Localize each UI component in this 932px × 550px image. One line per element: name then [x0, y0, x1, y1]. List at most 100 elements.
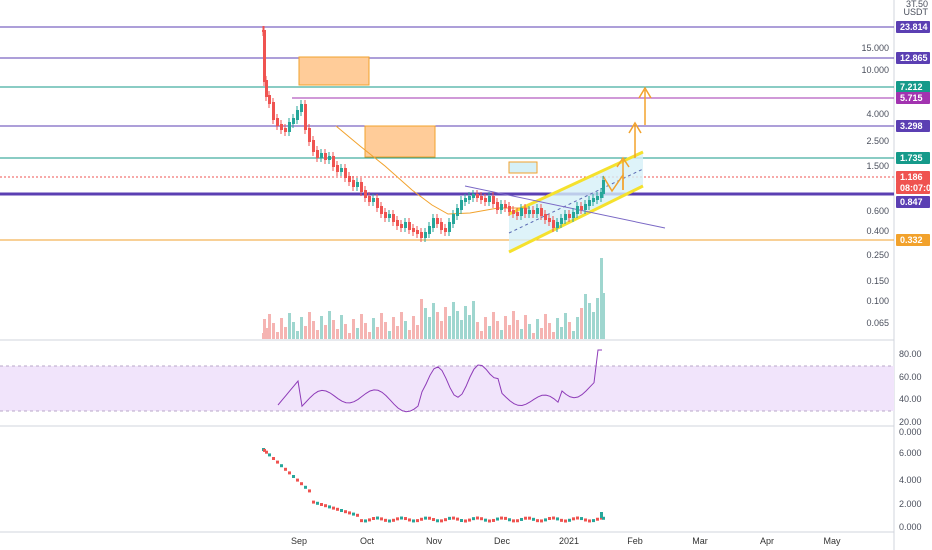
candle-body[interactable]	[488, 196, 491, 202]
candle-body[interactable]	[476, 194, 479, 198]
candle-body[interactable]	[592, 198, 595, 202]
candle-body[interactable]	[452, 214, 455, 224]
candle-body[interactable]	[520, 208, 523, 216]
candle-body[interactable]	[368, 196, 371, 202]
candle-body[interactable]	[380, 206, 383, 214]
candle-body[interactable]	[428, 226, 431, 234]
candle-body[interactable]	[356, 182, 359, 187]
price-candles[interactable]	[262, 26, 605, 242]
candle-body[interactable]	[600, 192, 603, 198]
candle-body[interactable]	[312, 140, 315, 152]
level-tag[interactable]: 12.865	[896, 52, 930, 64]
candle-body[interactable]	[296, 110, 299, 120]
candle-body[interactable]	[424, 232, 427, 238]
candle-body[interactable]	[400, 224, 403, 228]
candle-body[interactable]	[572, 212, 575, 218]
candle-body[interactable]	[300, 104, 303, 112]
candle-body[interactable]	[412, 228, 415, 232]
channel-fill[interactable]	[509, 152, 643, 252]
candle-body[interactable]	[508, 206, 511, 212]
rsi-axis-ticks[interactable]: 80.00 60.00 40.00 20.000.000	[899, 349, 922, 437]
candle-body[interactable]	[265, 80, 268, 97]
channel-lower-line[interactable]	[508, 184, 644, 254]
candle-body[interactable]	[468, 196, 471, 200]
candle-body[interactable]	[528, 210, 531, 214]
level-tag[interactable]: 1.186	[896, 171, 930, 183]
candle-body[interactable]	[364, 190, 367, 198]
rsi-line[interactable]	[277, 349, 602, 413]
candle-body[interactable]	[308, 128, 311, 142]
candle-body[interactable]	[516, 212, 519, 216]
candle-body[interactable]	[263, 30, 266, 82]
candle-body[interactable]	[536, 208, 539, 214]
candle-body[interactable]	[480, 196, 483, 200]
candle-body[interactable]	[568, 214, 571, 218]
candle-body[interactable]	[384, 212, 387, 218]
candle-body[interactable]	[500, 204, 503, 210]
candle-body[interactable]	[552, 220, 555, 228]
time-axis-labels[interactable]: Sep Oct Nov Dec 2021 Feb Mar Apr May	[291, 536, 841, 546]
level-tag[interactable]: 7.212	[896, 81, 930, 93]
price-axis-ticks[interactable]: 15.000 10.000 4.000 2.500 1.500 0.600 0.400 0.2…	[861, 43, 889, 328]
candle-body[interactable]	[472, 194, 475, 198]
candle-body[interactable]	[596, 196, 599, 200]
candle-body[interactable]	[564, 214, 567, 220]
candle-body[interactable]	[464, 198, 467, 202]
candle-body[interactable]	[540, 208, 543, 216]
candle-body[interactable]	[576, 206, 579, 214]
candle-body[interactable]	[276, 118, 279, 126]
candle-body[interactable]	[436, 218, 439, 224]
candle-body[interactable]	[352, 180, 355, 187]
candle-body[interactable]	[348, 176, 351, 182]
candle-body[interactable]	[484, 198, 487, 202]
descending-trendline[interactable]	[464, 185, 666, 229]
supply-zone-upper[interactable]	[298, 56, 370, 86]
candle-body[interactable]	[320, 153, 323, 158]
candle-body[interactable]	[448, 222, 451, 232]
candle-body[interactable]	[268, 95, 271, 104]
candle-body[interactable]	[340, 168, 343, 172]
candle-body[interactable]	[336, 165, 339, 172]
candle-body[interactable]	[602, 180, 605, 194]
lower-pane-candles[interactable]	[262, 448, 605, 523]
volume-bars[interactable]	[262, 258, 605, 339]
candle-body[interactable]	[328, 156, 331, 160]
candle-body[interactable]	[460, 200, 463, 210]
candle-body[interactable]	[304, 104, 307, 130]
candle-body[interactable]	[388, 214, 391, 218]
lower-axis-ticks[interactable]: 6.000 4.000 2.000 0.000	[899, 448, 922, 532]
level-tag[interactable]: 0.847	[896, 196, 930, 208]
level-tag[interactable]: 23.814	[896, 21, 930, 33]
candle-body[interactable]	[512, 210, 515, 214]
supply-zone-lower[interactable]	[364, 125, 436, 158]
candle-body[interactable]	[288, 122, 291, 132]
candle-body[interactable]	[432, 218, 435, 228]
candle-body[interactable]	[408, 222, 411, 230]
candle-body[interactable]	[544, 214, 547, 220]
candle-body[interactable]	[456, 208, 459, 216]
candle-body[interactable]	[332, 156, 335, 167]
candle-body[interactable]	[284, 128, 287, 132]
candle-body[interactable]	[376, 198, 379, 208]
candle-body[interactable]	[440, 222, 443, 230]
candle-body[interactable]	[316, 150, 319, 158]
candle-body[interactable]	[360, 182, 363, 192]
candle-body[interactable]	[444, 228, 447, 232]
level-tag[interactable]: 3.298	[896, 120, 930, 132]
candle-body[interactable]	[556, 222, 559, 228]
candle-body[interactable]	[584, 204, 587, 210]
channel-mid-line[interactable]	[508, 168, 644, 234]
candle-body[interactable]	[372, 198, 375, 202]
candle-body[interactable]	[272, 102, 275, 120]
candle-body[interactable]	[492, 196, 495, 204]
candle-body[interactable]	[588, 200, 591, 206]
moving-average-line[interactable]	[335, 125, 530, 215]
level-tag[interactable]: 5.715	[896, 92, 930, 104]
candle-body[interactable]	[416, 230, 419, 234]
candle-body[interactable]	[580, 206, 583, 210]
candle-body[interactable]	[532, 210, 535, 214]
candle-body[interactable]	[396, 220, 399, 226]
